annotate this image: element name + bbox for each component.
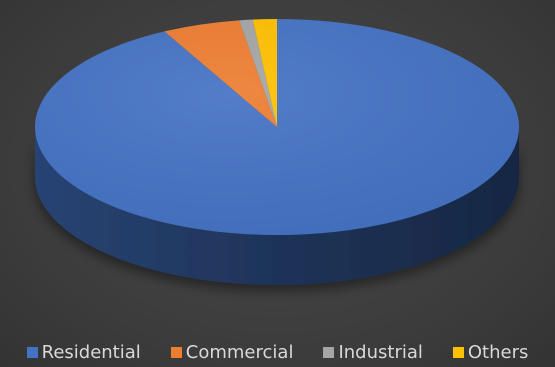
legend-item-industrial: Industrial — [323, 341, 423, 363]
legend-label: Industrial — [338, 341, 423, 363]
legend-item-others: Others — [452, 341, 529, 363]
legend-label: Commercial — [185, 341, 294, 363]
legend: Residential Commercial Industrial Others — [0, 340, 555, 364]
pie-slice-side-shade-residential — [35, 127, 519, 285]
pie-top-sheen — [35, 19, 519, 235]
legend-swatch-industrial — [323, 346, 335, 358]
legend-label: Residential — [41, 341, 141, 363]
legend-swatch-others — [452, 346, 464, 358]
legend-swatch-residential — [26, 346, 38, 358]
legend-item-residential: Residential — [26, 341, 141, 363]
legend-item-commercial: Commercial — [170, 341, 294, 363]
legend-label: Others — [467, 341, 529, 363]
legend-swatch-commercial — [170, 346, 182, 358]
